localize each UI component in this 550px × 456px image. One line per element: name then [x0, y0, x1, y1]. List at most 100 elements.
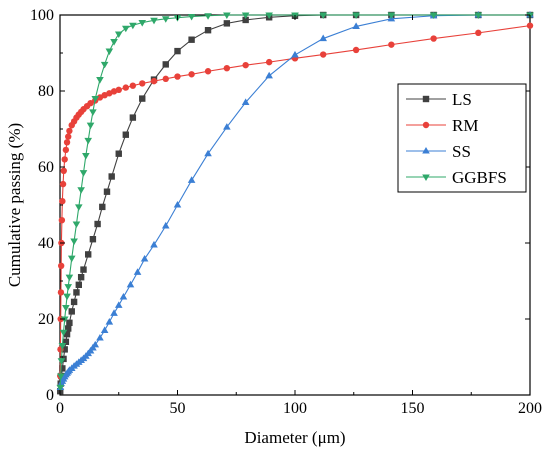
data-point-ggbfs: [79, 170, 88, 177]
data-point-rm: [87, 99, 94, 107]
data-point-rm: [65, 133, 72, 140]
series-ls: [57, 11, 534, 395]
data-point-ss: [241, 98, 250, 105]
data-point-ggbfs: [77, 187, 85, 194]
data-point-ls: [61, 346, 68, 353]
series-line-ggbfs: [59, 14, 530, 388]
data-point-ss: [291, 50, 299, 58]
data-point-rm: [204, 68, 212, 75]
x-tick-label: 150: [401, 400, 425, 417]
data-point-ls: [75, 281, 82, 288]
data-point-ss: [114, 301, 123, 308]
data-point-rm: [129, 82, 137, 89]
data-point-rm: [388, 41, 395, 48]
data-point-ggbfs: [91, 96, 100, 103]
data-point-ggbfs: [75, 204, 83, 211]
data-point-rm: [188, 71, 195, 78]
series-ss: [56, 11, 534, 390]
legend-label-rm: RM: [452, 116, 478, 135]
data-point-ggbfs: [56, 373, 65, 380]
data-point-ss: [91, 340, 100, 348]
axes: 0 50 100 150 200 0 20 40 60 80 100: [30, 7, 542, 417]
data-point-ss: [150, 240, 158, 248]
data-point-rm: [475, 29, 482, 37]
data-point-ggbfs: [84, 137, 92, 145]
data-point-ggbfs: [429, 12, 438, 19]
data-point-ggbfs: [65, 274, 74, 282]
data-point-ls: [139, 95, 146, 102]
data-point-ggbfs: [138, 20, 147, 27]
data-point-rm: [62, 146, 70, 154]
data-point-ls: [115, 150, 122, 157]
data-point-ss: [140, 254, 149, 262]
data-point-ggbfs: [204, 13, 212, 20]
data-point-ls: [68, 308, 75, 315]
x-tick-label: 0: [56, 400, 64, 417]
legend-label-ls: LS: [452, 90, 472, 109]
data-point-ls: [99, 203, 106, 211]
data-point-rm: [59, 198, 66, 205]
data-point-ggbfs: [105, 48, 114, 56]
data-point-rm: [58, 217, 66, 224]
data-point-ls: [66, 319, 73, 326]
data-point-ss: [187, 176, 196, 183]
data-point-ggbfs: [319, 12, 327, 19]
data-point-ggbfs: [57, 358, 66, 365]
data-point-ls: [223, 20, 231, 27]
data-point-ggbfs: [110, 39, 118, 46]
data-point-ggbfs: [474, 12, 483, 19]
data-point-ss: [100, 326, 109, 333]
data-point-rm: [265, 58, 273, 66]
data-point-rm: [430, 35, 437, 42]
data-point-ls: [62, 338, 70, 345]
data-point-ls: [108, 173, 115, 180]
plot-frame: [59, 14, 531, 396]
series-ggbfs: [56, 12, 534, 392]
data-point-rm: [242, 61, 249, 69]
data-point-ggbfs: [129, 22, 137, 30]
data-point-ggbfs: [86, 122, 95, 130]
data-point-ggbfs: [122, 25, 130, 33]
data-point-ggbfs: [56, 384, 65, 392]
data-point-ggbfs: [59, 329, 68, 337]
data-point-ls: [242, 16, 249, 24]
legend-entries: LS RM SS GGBFS: [406, 90, 507, 187]
data-point-ss: [161, 221, 170, 229]
series-rm: [57, 22, 534, 380]
data-point-rm: [320, 51, 327, 58]
data-point-rm: [174, 73, 181, 80]
data-point-ls: [77, 274, 85, 281]
data-point-ss: [204, 149, 212, 157]
y-tick-label: 100: [30, 7, 54, 24]
data-point-ggbfs: [352, 12, 360, 19]
data-point-ss: [110, 309, 118, 316]
data-point-ggbfs: [161, 16, 170, 23]
series-layer: [56, 11, 534, 395]
x-tick-label: 200: [518, 400, 542, 417]
data-point-ggbfs: [265, 12, 273, 19]
data-point-ss: [119, 292, 128, 300]
x-axis-label: Diameter (μm): [244, 428, 345, 447]
data-point-ls: [85, 251, 92, 258]
data-point-rm: [59, 180, 67, 188]
legend: LS RM SS GGBFS: [397, 83, 527, 193]
data-point-ggbfs: [67, 255, 76, 263]
data-point-rm: [115, 86, 122, 94]
data-point-ggbfs: [62, 305, 70, 312]
data-point-ggbfs: [100, 61, 109, 69]
data-point-ls: [65, 325, 72, 332]
legend-label-ggbfs: GGBFS: [452, 168, 507, 187]
data-point-ls: [174, 47, 181, 55]
data-point-ggbfs: [89, 109, 97, 116]
data-point-rm: [63, 139, 71, 146]
data-point-ss: [319, 34, 327, 42]
data-point-ss: [133, 268, 142, 275]
data-point-ls: [129, 114, 137, 121]
data-point-ls: [122, 131, 129, 138]
data-point-rm: [526, 22, 534, 29]
data-point-ss: [173, 201, 182, 208]
data-point-ss: [265, 71, 273, 79]
y-tick-label: 40: [38, 235, 54, 252]
data-point-ggbfs: [114, 31, 123, 38]
data-point-rm: [57, 262, 65, 269]
